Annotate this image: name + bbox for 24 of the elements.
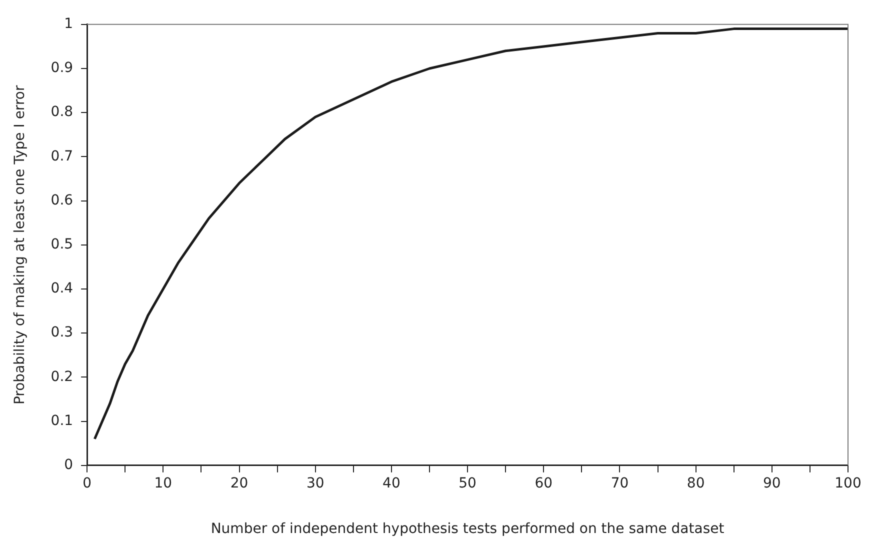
y-tick-label: 0 [64,457,74,474]
x-tick-label: 30 [306,475,324,492]
y-tick-label: 0.6 [50,192,74,208]
y-tick-label: 0.2 [50,368,74,385]
x-tick-label: 0 [82,475,92,492]
y-tick-label: 0.3 [50,324,74,341]
y-tick-label: 0.8 [50,104,74,120]
x-axis-title: Number of independent hypothesis tests performed on the same dataset [210,521,725,538]
x-tick-label: 40 [382,475,400,492]
x-tick-label: 100 [834,475,862,492]
x-tick-label: 90 [762,475,781,492]
x-tick-label: 20 [230,475,248,492]
y-tick-label: 0.1 [50,412,74,429]
x-tick-label: 80 [686,475,705,492]
y-axis-title: Probability of making at least one Type I error [12,85,28,405]
x-tick-label: 70 [610,475,629,492]
y-tick-label: 1 [64,16,74,32]
x-tick-label: 60 [534,475,553,492]
y-tick-label: 0.5 [50,236,74,253]
y-tick-label: 0.4 [50,280,74,297]
y-tick-label: 0.7 [50,148,74,164]
y-tick-label: 0.9 [50,60,74,76]
x-tick-label: 10 [154,475,172,492]
x-tick-label: 50 [458,475,476,492]
